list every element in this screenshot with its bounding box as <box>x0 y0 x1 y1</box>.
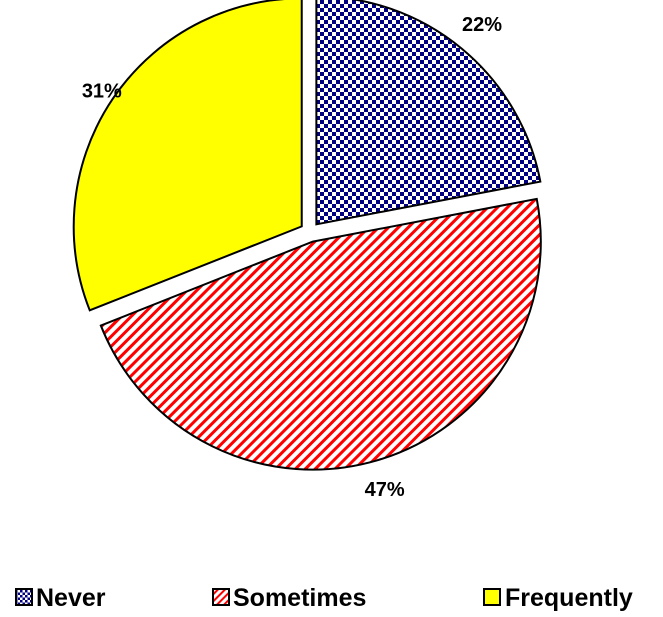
data-label-frequently: 31% <box>82 81 122 103</box>
legend-label-never: Never <box>36 584 106 612</box>
legend-swatch-sometimes <box>212 588 230 606</box>
legend: Never Sometimes Frequently <box>15 584 633 612</box>
legend-item-frequently: Frequently <box>483 584 633 612</box>
legend-swatch-frequently <box>483 588 501 606</box>
legend-swatch-never <box>15 588 33 606</box>
legend-item-sometimes: Sometimes <box>212 584 366 612</box>
legend-label-sometimes: Sometimes <box>233 584 366 612</box>
pie-slice-frequently <box>72 0 303 312</box>
data-label-sometimes: 47% <box>365 479 405 501</box>
pie-slice-never <box>315 0 542 226</box>
data-label-never: 22% <box>462 14 502 36</box>
legend-label-frequently: Frequently <box>505 584 633 612</box>
pie-slices <box>72 0 542 471</box>
legend-item-never: Never <box>15 584 106 612</box>
pie-labels: 22% 47% 31% <box>82 14 502 501</box>
pie-slice-sometimes <box>99 197 542 471</box>
